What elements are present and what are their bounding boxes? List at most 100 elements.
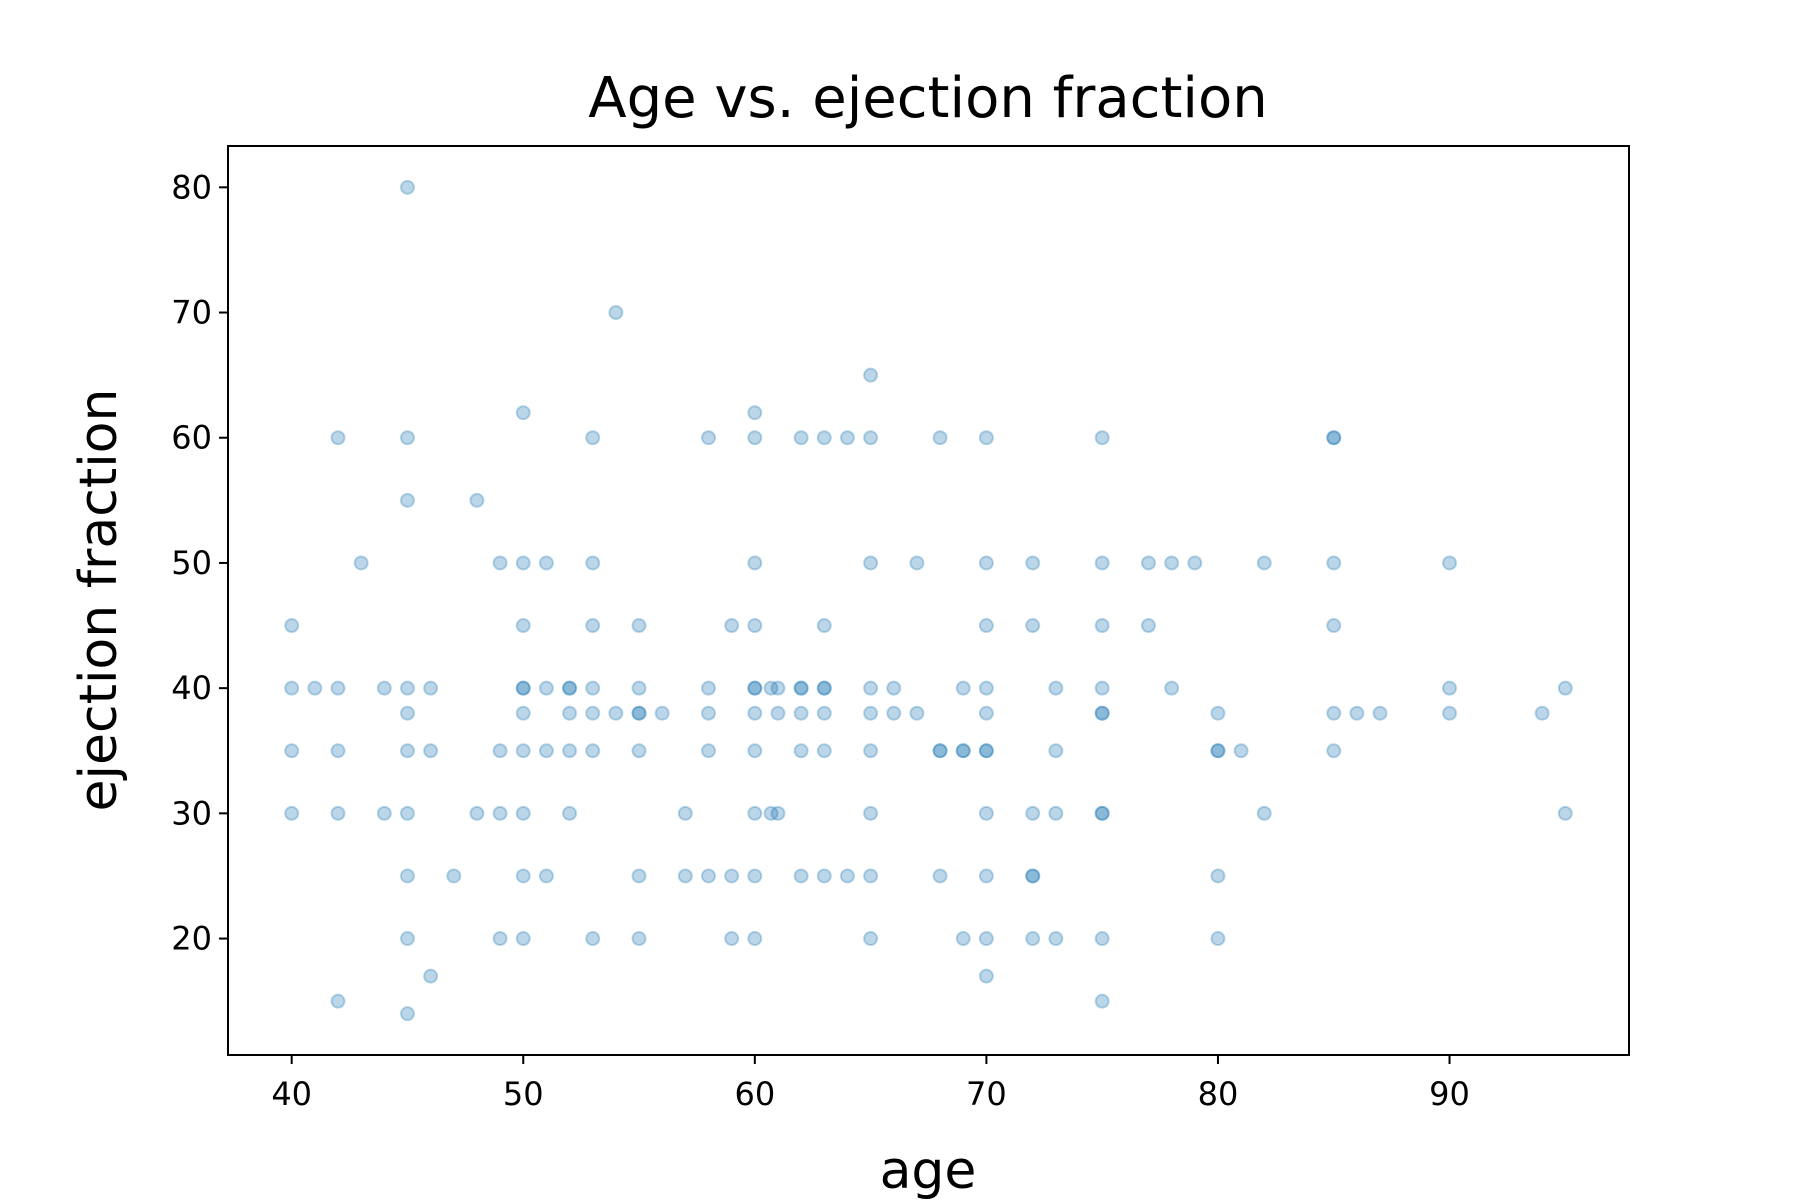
- data-point: [1094, 805, 1110, 821]
- data-point: [1187, 555, 1203, 571]
- data-point: [376, 680, 392, 696]
- data-point: [1210, 705, 1226, 721]
- data-point: [1326, 430, 1342, 446]
- data-point: [1094, 555, 1110, 571]
- data-point: [1025, 618, 1041, 634]
- data-point: [955, 931, 971, 947]
- data-point: [1349, 705, 1365, 721]
- data-point: [1210, 743, 1226, 759]
- data-point: [1094, 705, 1110, 721]
- data-point: [747, 680, 763, 696]
- data-point: [399, 492, 415, 508]
- data-point: [863, 931, 879, 947]
- data-point: [399, 680, 415, 696]
- data-point: [1164, 680, 1180, 696]
- data-point: [1140, 555, 1156, 571]
- data-point: [608, 305, 624, 321]
- data-point: [330, 805, 346, 821]
- x-axis-label: age: [880, 1141, 977, 1200]
- data-point: [1442, 705, 1458, 721]
- data-point: [701, 680, 717, 696]
- data-point: [793, 868, 809, 884]
- data-point: [562, 805, 578, 821]
- data-point: [886, 705, 902, 721]
- data-point: [763, 805, 779, 821]
- data-point: [816, 705, 832, 721]
- data-point: [1210, 931, 1226, 947]
- data-point: [1326, 430, 1342, 446]
- data-point: [446, 868, 462, 884]
- data-point: [724, 618, 740, 634]
- x-tick-label: 80: [1198, 1075, 1239, 1113]
- data-point: [631, 618, 647, 634]
- data-point: [562, 680, 578, 696]
- data-point: [654, 705, 670, 721]
- data-point: [886, 680, 902, 696]
- data-point: [631, 743, 647, 759]
- x-tick-label: 50: [503, 1075, 544, 1113]
- data-point: [747, 805, 763, 821]
- data-point: [515, 931, 531, 947]
- data-point: [747, 931, 763, 947]
- data-point: [492, 931, 508, 947]
- data-point: [747, 618, 763, 634]
- data-point: [863, 705, 879, 721]
- data-point: [747, 430, 763, 446]
- data-point: [492, 743, 508, 759]
- data-point: [932, 868, 948, 884]
- data-point: [1094, 993, 1110, 1009]
- data-point: [909, 555, 925, 571]
- data-point: [978, 680, 994, 696]
- data-point: [631, 705, 647, 721]
- data-point: [793, 680, 809, 696]
- data-point: [1534, 705, 1550, 721]
- y-tick-label: 40: [171, 669, 212, 707]
- y-tick-label: 20: [171, 920, 212, 958]
- data-point: [284, 680, 300, 696]
- data-point: [1164, 555, 1180, 571]
- data-point: [1326, 618, 1342, 634]
- data-point: [492, 805, 508, 821]
- data-point: [538, 555, 554, 571]
- data-point: [863, 743, 879, 759]
- data-point: [955, 743, 971, 759]
- data-point: [909, 705, 925, 721]
- y-tick-label: 80: [171, 168, 212, 206]
- data-point: [1372, 705, 1388, 721]
- data-point: [816, 743, 832, 759]
- data-point: [839, 868, 855, 884]
- data-point: [1025, 805, 1041, 821]
- data-point: [816, 868, 832, 884]
- data-point: [747, 705, 763, 721]
- data-point: [515, 868, 531, 884]
- data-point: [978, 430, 994, 446]
- data-point: [376, 805, 392, 821]
- data-point: [763, 680, 779, 696]
- data-point: [955, 680, 971, 696]
- data-point: [747, 405, 763, 421]
- x-axis-ticks: 40 50 60 70 80 90: [271, 1055, 1470, 1113]
- data-point: [515, 680, 531, 696]
- data-point: [978, 868, 994, 884]
- data-point: [1140, 618, 1156, 634]
- data-point: [562, 705, 578, 721]
- data-point: [423, 680, 439, 696]
- data-point: [631, 868, 647, 884]
- data-point: [515, 805, 531, 821]
- data-point: [978, 705, 994, 721]
- data-point: [839, 430, 855, 446]
- x-tick-label: 40: [271, 1075, 312, 1113]
- data-point: [677, 805, 693, 821]
- data-point: [562, 743, 578, 759]
- data-point: [863, 680, 879, 696]
- y-tick-label: 30: [171, 794, 212, 832]
- data-point: [399, 705, 415, 721]
- data-point: [562, 680, 578, 696]
- data-point: [677, 868, 693, 884]
- data-point: [816, 680, 832, 696]
- data-point: [863, 430, 879, 446]
- data-point: [1442, 555, 1458, 571]
- data-point: [747, 743, 763, 759]
